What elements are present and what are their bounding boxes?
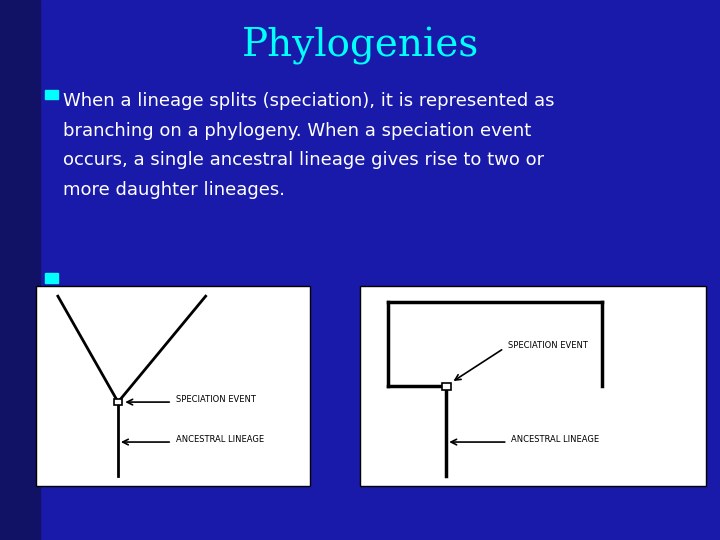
Text: ANCESTRAL LINEAGE: ANCESTRAL LINEAGE: [176, 435, 264, 444]
Bar: [360, 286, 706, 486]
Text: Phylogenies: Phylogenies: [241, 27, 479, 65]
Text: occurs, a single ancestral lineage gives rise to two or: occurs, a single ancestral lineage gives…: [63, 151, 544, 169]
Bar: [0, 0, 40, 540]
Bar: [114, 399, 122, 406]
Bar: [45, 273, 58, 283]
Text: branching on a phylogeny. When a speciation event: branching on a phylogeny. When a speciat…: [63, 122, 531, 139]
Bar: [45, 90, 58, 99]
Text: ANCESTRAL LINEAGE: ANCESTRAL LINEAGE: [511, 435, 599, 444]
Text: SPECIATION EVENT: SPECIATION EVENT: [508, 341, 588, 350]
Text: When a lineage splits (speciation), it is represented as: When a lineage splits (speciation), it i…: [63, 92, 555, 110]
Text: SPECIATION EVENT: SPECIATION EVENT: [176, 395, 256, 404]
Text: more daughter lineages.: more daughter lineages.: [63, 181, 285, 199]
Bar: [36, 286, 310, 486]
Bar: [442, 382, 451, 390]
